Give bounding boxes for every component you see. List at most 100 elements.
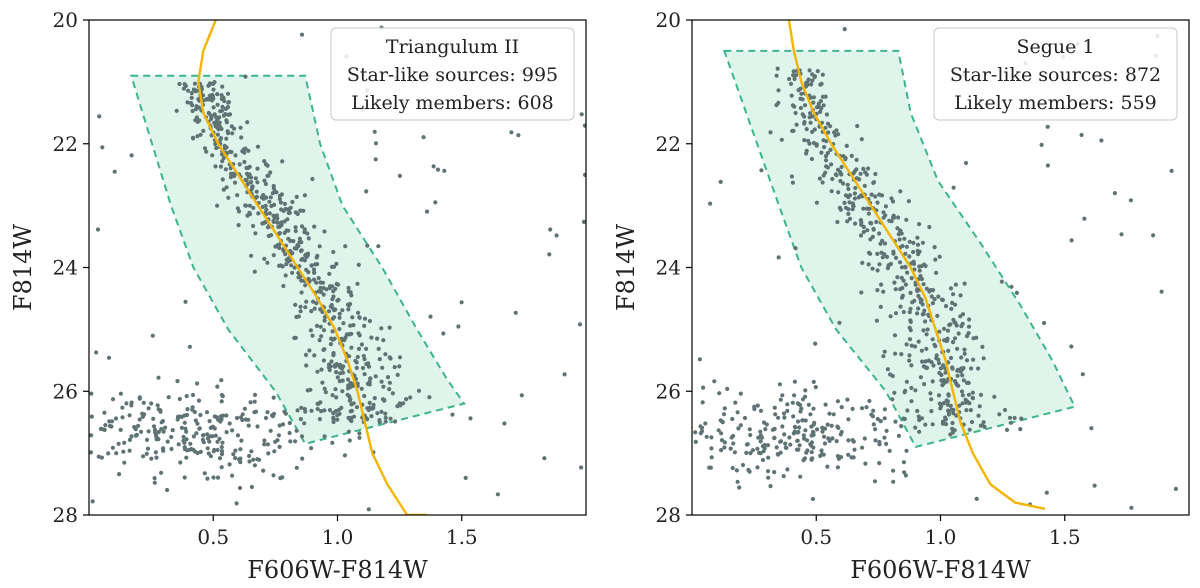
data-point <box>882 407 887 412</box>
data-point <box>777 382 782 387</box>
data-point <box>802 103 808 108</box>
data-point <box>860 260 865 265</box>
data-point <box>362 393 367 399</box>
data-point <box>791 128 796 133</box>
data-point <box>974 335 979 340</box>
data-point <box>890 199 896 204</box>
data-point <box>264 195 269 200</box>
data-point <box>285 217 290 222</box>
data-point <box>722 406 727 411</box>
data-point <box>759 168 764 173</box>
data-point <box>214 145 219 151</box>
data-point <box>838 432 843 437</box>
data-point <box>152 430 158 435</box>
data-point <box>377 420 382 425</box>
data-point <box>304 267 309 272</box>
data-point <box>369 335 374 340</box>
data-point <box>311 299 316 304</box>
data-point <box>939 404 944 409</box>
data-point <box>228 166 233 171</box>
data-point <box>124 401 129 406</box>
data-point <box>328 342 333 347</box>
data-point <box>262 256 267 261</box>
data-point <box>931 363 936 368</box>
data-point <box>255 424 260 429</box>
data-point <box>820 72 825 77</box>
data-point <box>782 415 787 420</box>
data-point <box>330 329 335 334</box>
data-point <box>132 424 137 430</box>
data-point <box>221 155 226 161</box>
data-point <box>155 403 160 408</box>
data-point <box>247 459 252 464</box>
isochrone-line <box>197 20 427 515</box>
data-point <box>373 374 378 379</box>
data-point <box>215 439 220 444</box>
data-point <box>951 407 956 412</box>
data-point <box>181 434 186 439</box>
data-point <box>930 337 935 342</box>
data-point <box>292 246 297 251</box>
data-point <box>921 328 926 333</box>
data-point <box>1089 426 1094 431</box>
data-point <box>911 240 916 245</box>
data-point <box>174 108 179 113</box>
data-point <box>189 95 194 100</box>
data-point <box>948 355 954 361</box>
data-point <box>824 112 829 117</box>
data-point <box>293 302 298 307</box>
data-point <box>245 120 250 125</box>
data-point <box>267 211 272 216</box>
data-point <box>722 440 727 445</box>
data-point <box>397 364 402 369</box>
data-point <box>290 199 295 205</box>
data-point <box>579 112 584 117</box>
data-point <box>910 300 915 305</box>
data-point <box>435 167 441 172</box>
data-point <box>355 281 360 286</box>
data-point <box>204 410 210 415</box>
data-point <box>867 398 872 404</box>
data-point <box>263 162 269 167</box>
data-point <box>206 451 211 456</box>
x-axis-label: F606W-F814W <box>247 556 428 584</box>
data-point <box>820 180 825 185</box>
data-point <box>229 124 234 129</box>
data-point <box>709 455 714 460</box>
data-point <box>812 127 817 132</box>
data-point <box>784 445 789 450</box>
data-point <box>772 426 777 431</box>
data-point <box>235 433 241 438</box>
data-point <box>898 304 903 309</box>
data-point <box>118 391 123 396</box>
data-point <box>937 254 942 259</box>
data-point <box>873 171 878 177</box>
data-point <box>195 381 200 386</box>
data-point <box>733 400 738 405</box>
data-point <box>365 381 370 386</box>
data-point <box>211 475 216 480</box>
data-point <box>190 405 195 410</box>
data-point <box>869 192 874 197</box>
data-point <box>519 393 524 398</box>
data-point <box>839 405 844 410</box>
data-point <box>222 143 227 148</box>
y-tick-label: 26 <box>53 379 78 403</box>
data-point <box>213 141 218 147</box>
data-point <box>966 392 971 397</box>
data-point <box>283 273 288 278</box>
data-point <box>265 260 270 265</box>
data-point <box>859 220 864 225</box>
data-point <box>362 372 367 377</box>
data-point <box>880 238 885 243</box>
data-point <box>940 297 945 303</box>
data-point <box>238 125 243 130</box>
data-point <box>748 432 753 438</box>
y-tick-label: 20 <box>53 8 78 32</box>
data-point <box>219 378 224 383</box>
data-point <box>867 206 872 211</box>
legend: Segue 1 Star-like sources: 872 Likely memb… <box>933 27 1178 121</box>
data-point <box>899 265 905 270</box>
data-point <box>924 286 929 291</box>
data-point <box>271 253 276 258</box>
